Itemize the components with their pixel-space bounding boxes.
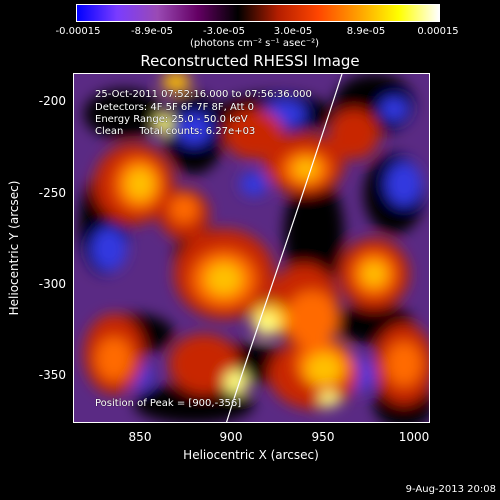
strong-region <box>170 195 198 223</box>
colorbar-tick: -3.0e-05 <box>203 26 245 37</box>
bright-region <box>306 353 342 385</box>
annotation-time-range: 25-Oct-2011 07:52:16.000 to 07:56:36.000 <box>95 89 312 100</box>
colorbar-tick: 3.0e-05 <box>273 26 313 37</box>
negative-region <box>240 172 268 196</box>
annotation-peak: Position of Peak = [900,-356] <box>95 398 242 409</box>
peak-region <box>156 114 172 134</box>
negative-region <box>91 227 127 271</box>
colorbar-unit: (photons cm⁻² s⁻¹ asec⁻²) <box>190 38 320 49</box>
y-axis-label: Heliocentric Y (arcsec) <box>7 180 21 316</box>
bright-region <box>294 159 318 179</box>
trough-region <box>84 89 164 139</box>
colorbar-tick: -8.9e-05 <box>131 26 173 37</box>
plot-area <box>73 73 430 423</box>
peak-region <box>319 391 339 407</box>
y-tick-label: -200 <box>38 94 66 108</box>
x-tick-label: 850 <box>128 430 152 444</box>
colorbar-tick: -0.00015 <box>55 26 101 37</box>
x-tick-label: 900 <box>219 430 243 444</box>
timestamp: 9-Aug-2013 20:08 <box>405 484 496 495</box>
colorbar <box>76 4 440 22</box>
bright-region <box>362 262 386 286</box>
peak-region <box>254 312 278 336</box>
strong-region <box>386 342 422 386</box>
positive-region <box>329 109 379 159</box>
bright-region <box>126 168 154 200</box>
trough-region <box>134 384 254 422</box>
negative-region <box>386 162 422 206</box>
positive-region <box>169 334 239 394</box>
x-tick-label: 1000 <box>398 430 430 444</box>
colorbar-tick: 8.9e-05 <box>346 26 386 37</box>
annotation-energy: Energy Range: 25.0 - 50.0 keV <box>95 114 248 125</box>
y-tick-label: -300 <box>38 277 66 291</box>
negative-region <box>380 97 408 121</box>
y-tick-label: -350 <box>38 368 66 382</box>
x-axis-label: Heliocentric X (arcsec) <box>183 448 319 462</box>
bright-region <box>162 74 190 92</box>
x-tick-label: 950 <box>311 430 335 444</box>
annotation-method: Clean Total counts: 6.27e+03 <box>95 126 256 137</box>
colorbar-tick: 0.00015 <box>417 26 459 37</box>
negative-region <box>176 113 212 145</box>
positive-region <box>224 109 284 159</box>
solar-limb-line <box>225 74 343 422</box>
bright-region <box>206 263 242 295</box>
annotation-detectors: Detectors: 4F 5F 6F 7F 8F, Att 0 <box>95 102 255 113</box>
strong-region <box>96 337 132 381</box>
strong-region <box>286 291 338 347</box>
rhessi-image <box>74 74 429 422</box>
peak-region <box>224 370 248 394</box>
y-tick-label: -250 <box>38 186 66 200</box>
chart-title: Reconstructed RHESSI Image <box>140 52 360 70</box>
